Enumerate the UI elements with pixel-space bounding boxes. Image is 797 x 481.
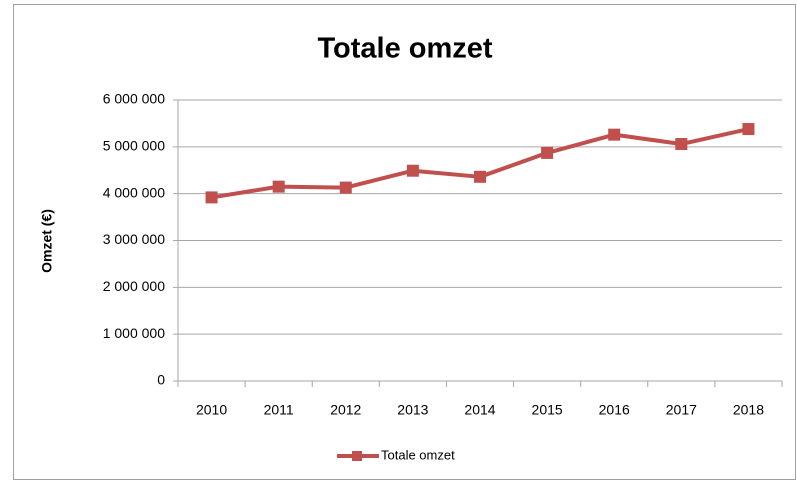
x-tick-label: 2011 <box>264 402 294 418</box>
x-tick-label: 2014 <box>464 402 495 418</box>
marker <box>675 138 688 151</box>
marker <box>742 123 755 136</box>
marker <box>541 146 554 159</box>
legend-label: Totale omzet <box>381 447 455 462</box>
x-tick-label: 2012 <box>330 402 361 418</box>
y-tick-label: 0 <box>157 372 165 388</box>
x-tick-label: 2015 <box>532 402 563 418</box>
chart-border <box>13 4 796 480</box>
y-tick-label: 6 000 000 <box>103 91 165 107</box>
y-tick-label: 3 000 000 <box>103 231 165 247</box>
y-axis-label: Omzet (€) <box>39 209 55 273</box>
x-tick-label: 2010 <box>196 402 227 418</box>
marker <box>406 164 419 177</box>
marker <box>474 170 486 183</box>
chart-title: Totale omzet <box>317 33 492 65</box>
legend-marker <box>352 451 362 461</box>
marker <box>272 180 285 193</box>
y-tick-label: 5 000 000 <box>103 138 165 154</box>
x-tick-label: 2017 <box>666 402 697 418</box>
y-tick-label: 2 000 000 <box>103 278 165 294</box>
marker <box>339 181 352 194</box>
x-tick-label: 2018 <box>733 402 764 418</box>
marker <box>205 191 218 204</box>
x-tick-label: 2013 <box>397 402 428 418</box>
y-tick-label: 4 000 000 <box>103 184 165 200</box>
marker <box>608 128 621 141</box>
y-tick-label: 1 000 000 <box>103 325 165 341</box>
x-tick-label: 2016 <box>599 402 630 418</box>
